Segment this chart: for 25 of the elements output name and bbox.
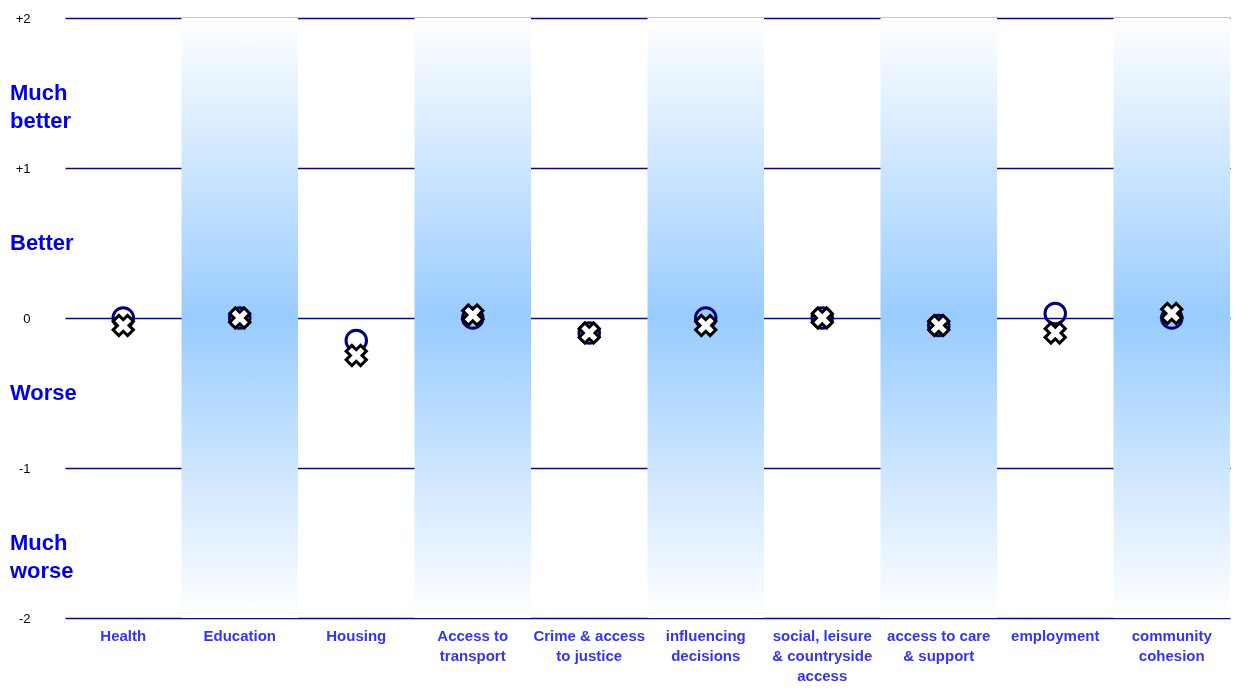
annotation: Much better bbox=[10, 80, 72, 133]
x-tick-label: Housing bbox=[326, 626, 387, 644]
point bbox=[111, 313, 135, 338]
annotation: Better bbox=[10, 230, 75, 255]
point bbox=[1043, 301, 1067, 326]
x-tick-label: Education bbox=[203, 626, 277, 644]
point bbox=[344, 343, 368, 368]
y-tick-label: +2 bbox=[15, 10, 31, 26]
x-tick-label: Health bbox=[100, 626, 147, 644]
annotation: Worse bbox=[10, 380, 77, 405]
point bbox=[694, 313, 718, 338]
x-tick-label: social, leisure & countryside access bbox=[772, 626, 873, 684]
x-tick-label: employment bbox=[1011, 626, 1100, 644]
point bbox=[1160, 301, 1184, 326]
x-tick-label: community cohesion bbox=[1131, 626, 1213, 664]
point bbox=[1043, 321, 1067, 345]
y-tick-label: -2 bbox=[18, 610, 31, 626]
y-tick-label: +1 bbox=[15, 160, 31, 176]
y-tick-label: 0 bbox=[23, 310, 31, 326]
x-tick-label: influencing decisions bbox=[665, 626, 746, 664]
x-tick-label: Access to transport bbox=[437, 626, 509, 664]
x-tick-label: access to care & support bbox=[887, 626, 991, 664]
y-tick-label: -1 bbox=[18, 460, 31, 476]
x-tick-label: Crime & access to justice bbox=[533, 626, 646, 664]
annotation: Much worse bbox=[9, 530, 74, 583]
